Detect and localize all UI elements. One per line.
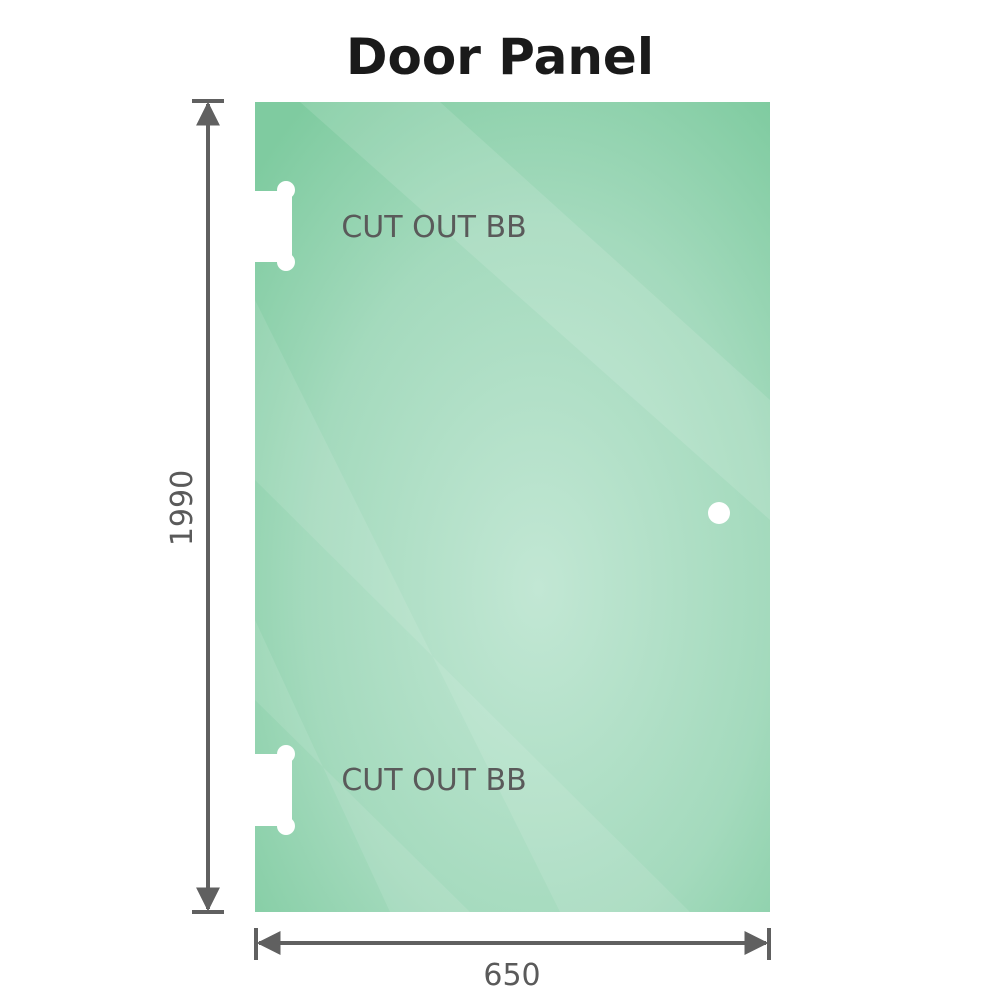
cutout-bottom bbox=[250, 745, 295, 835]
cutout-top bbox=[250, 181, 295, 271]
width-label: 650 bbox=[483, 958, 540, 993]
glass-panel bbox=[255, 102, 770, 912]
handle-hole bbox=[708, 502, 730, 524]
width-dimension bbox=[254, 928, 771, 960]
glass-reflection bbox=[300, 102, 770, 520]
diagram-title: Door Panel bbox=[346, 28, 654, 86]
height-label: 1990 bbox=[165, 470, 200, 546]
height-dimension bbox=[192, 99, 224, 914]
cutout-label-bottom: CUT OUT BB bbox=[341, 763, 526, 798]
cutout-label-top: CUT OUT BB bbox=[341, 210, 526, 245]
